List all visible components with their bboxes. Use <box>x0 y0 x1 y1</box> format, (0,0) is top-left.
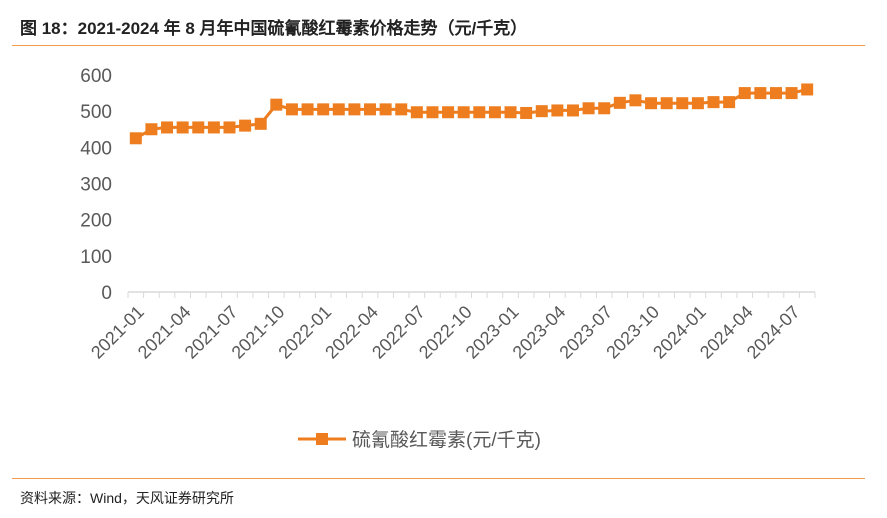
data-point-marker <box>239 119 252 132</box>
data-point-marker <box>254 117 267 130</box>
y-tick-label: 300 <box>80 175 112 196</box>
legend-marker <box>316 433 328 445</box>
data-point-marker <box>426 106 439 119</box>
data-point-marker <box>457 106 470 119</box>
y-tick-label: 100 <box>80 247 112 268</box>
figure-title: 图 18：2021-2024 年 8 月年中国硫氰酸红霉素价格走势（元/千克） <box>20 19 528 38</box>
data-point-marker <box>582 102 595 115</box>
y-axis: 0 100 200 300 400 500 600 <box>80 66 112 304</box>
data-point-marker <box>145 123 158 136</box>
data-point-marker <box>395 103 408 116</box>
data-point-marker <box>270 98 283 111</box>
x-tick-label: 2024-07 <box>743 302 804 363</box>
data-point-marker <box>785 87 798 100</box>
data-point-marker <box>332 103 345 116</box>
data-point-marker <box>348 103 361 116</box>
y-tick-label: 400 <box>80 138 112 159</box>
legend: 硫氰酸红霉素(元/千克) <box>298 429 541 451</box>
data-point-marker <box>207 121 220 134</box>
legend-label: 硫氰酸红霉素(元/千克) <box>352 429 541 451</box>
x-axis: 2021-012021-042021-072021-102022-012022-… <box>87 291 816 363</box>
data-point-marker <box>129 132 142 145</box>
data-point-marker <box>566 104 579 117</box>
source-divider <box>12 478 865 479</box>
data-point-marker <box>285 103 298 116</box>
data-point-marker <box>410 106 423 119</box>
y-tick-label: 600 <box>80 66 112 87</box>
data-point-marker <box>660 97 673 110</box>
source-note: 资料来源：Wind，天风证券研究所 <box>20 490 234 506</box>
data-point-marker <box>161 121 174 134</box>
y-tick-label: 200 <box>80 211 112 232</box>
data-point-marker <box>442 106 455 119</box>
data-point-marker <box>192 121 205 134</box>
data-point-marker <box>707 96 720 109</box>
series-line <box>135 88 808 140</box>
data-point-marker <box>769 87 782 100</box>
data-point-marker <box>317 103 330 116</box>
data-point-marker <box>488 106 501 119</box>
data-point-marker <box>520 106 533 119</box>
y-tick-label: 0 <box>101 283 112 304</box>
data-point-marker <box>676 97 689 110</box>
data-point-marker <box>223 121 236 134</box>
data-point-marker <box>504 106 517 119</box>
data-point-marker <box>738 87 751 100</box>
data-point-marker <box>691 97 704 110</box>
title-divider <box>12 45 865 46</box>
data-point-marker <box>301 103 314 116</box>
data-point-marker <box>473 106 486 119</box>
data-point-marker <box>723 96 736 109</box>
price-line-chart: 0 100 200 300 400 500 600 2021-012021-042021-0… <box>80 66 816 451</box>
data-point-marker <box>598 102 611 115</box>
data-point-marker <box>629 94 642 107</box>
data-point-marker <box>176 121 189 134</box>
data-point-marker <box>379 103 392 116</box>
data-point-marker <box>801 83 814 96</box>
data-point-marker <box>535 105 548 118</box>
data-point-marker <box>613 96 626 109</box>
data-point-marker <box>645 97 658 110</box>
data-point-marker <box>551 104 564 117</box>
data-point-marker <box>754 87 767 100</box>
data-point-marker <box>364 103 377 116</box>
series-layer <box>129 83 814 145</box>
y-tick-label: 500 <box>80 102 112 123</box>
